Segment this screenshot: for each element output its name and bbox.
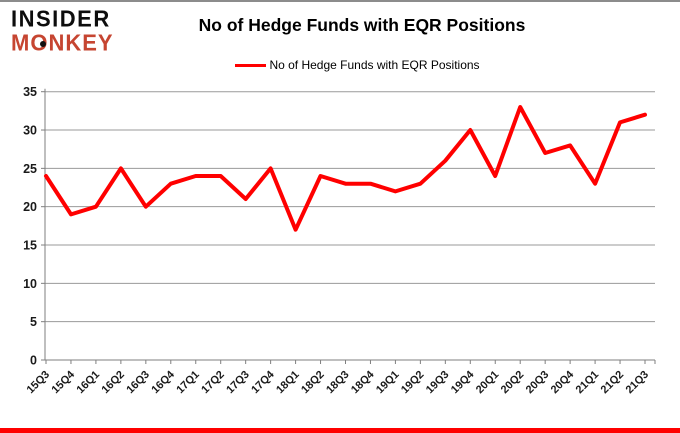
y-tick-label-20: 20 (23, 200, 37, 214)
x-tick-label-16Q3: 16Q3 (124, 369, 152, 397)
y-tick-label-35: 35 (23, 85, 37, 99)
x-tick-label-18Q3: 18Q3 (324, 369, 352, 397)
x-tick-label-16Q2: 16Q2 (99, 369, 127, 397)
x-tick-label-16Q1: 16Q1 (75, 369, 103, 397)
legend-line-swatch (235, 63, 267, 67)
x-tick-label-17Q4: 17Q4 (249, 368, 277, 396)
chart-legend: No of Hedge Funds with EQR Positions (35, 58, 680, 72)
x-tick-label-18Q4: 18Q4 (349, 368, 377, 396)
x-tick-label-17Q2: 17Q2 (199, 369, 227, 397)
y-tick-label-15: 15 (23, 239, 37, 253)
x-tick-label-17Q1: 17Q1 (174, 369, 202, 397)
x-tick-label-19Q3: 19Q3 (424, 369, 452, 397)
x-tick-label-19Q1: 19Q1 (374, 369, 402, 397)
x-tick-label-20Q4: 20Q4 (549, 368, 577, 396)
y-tick-label-30: 30 (23, 124, 37, 138)
x-tick-label-18Q1: 18Q1 (274, 369, 302, 397)
x-tick-label-21Q2: 21Q2 (599, 369, 627, 397)
chart-title: No of Hedge Funds with EQR Positions (198, 15, 526, 35)
y-tick-label-0: 0 (30, 354, 37, 368)
x-tick-label-17Q3: 17Q3 (224, 369, 252, 397)
x-tick-label-19Q4: 19Q4 (449, 368, 477, 396)
x-tick-label-21Q3: 21Q3 (624, 369, 652, 397)
y-tick-label-5: 5 (30, 315, 37, 329)
x-tick-label-21Q1: 21Q1 (574, 369, 602, 397)
x-tick-label-20Q2: 20Q2 (499, 369, 527, 397)
x-tick-label-15Q4: 15Q4 (50, 368, 78, 396)
x-tick-label-16Q4: 16Q4 (149, 368, 177, 396)
x-axis-labels: 15Q315Q416Q116Q216Q316Q417Q117Q217Q317Q4… (25, 368, 652, 396)
y-tick-label-25: 25 (23, 162, 37, 176)
y-axis-labels: 0 5 10 15 20 25 30 35 (23, 85, 37, 367)
x-tick-label-20Q1: 20Q1 (474, 369, 502, 397)
legend-label: No of Hedge Funds with EQR Positions (269, 58, 480, 72)
monkey-eye-icon (40, 41, 46, 47)
logo-line1: INSIDER (11, 5, 111, 32)
x-tick-label-20Q3: 20Q3 (524, 369, 552, 397)
axes (41, 88, 656, 364)
logo-line2: MONKEY (11, 29, 114, 56)
series-line (44, 105, 647, 232)
x-tick-label-19Q2: 19Q2 (399, 369, 427, 397)
x-tick-label-15Q3: 15Q3 (25, 369, 53, 397)
y-tick-label-10: 10 (23, 277, 37, 291)
gridlines (45, 91, 655, 323)
x-tick-label-18Q2: 18Q2 (299, 369, 327, 397)
insider-monkey-logo: INSIDER MONKEY (11, 5, 114, 56)
